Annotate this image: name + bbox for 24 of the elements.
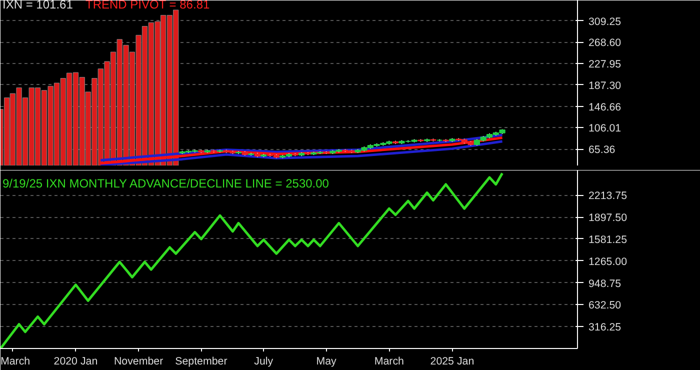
y-tick-label: 632.50 [588, 300, 622, 312]
x-tick-label: 2020 Jan [54, 356, 98, 368]
y-tick-label: 309.25 [588, 16, 622, 28]
x-tick-label: September [175, 356, 228, 368]
y-tick-label: 948.75 [588, 278, 622, 290]
y-tick-label: 1581.25 [588, 234, 628, 246]
annotation: 9/19/25 IXN MONTHLY ADVANCE/DECLINE LINE = 2530.00 [2, 176, 330, 190]
x-tick-label: March [374, 356, 404, 368]
line-series [0, 172, 504, 348]
y-tick-label: 146.66 [588, 101, 622, 114]
y-tick-label: 65.36 [588, 144, 616, 156]
x-tick-label: July [254, 356, 274, 368]
y-tick-label: 1265.00 [588, 256, 628, 268]
y-tick-label: 187.30 [588, 80, 622, 92]
x-tick-label: November [114, 356, 164, 368]
x-tick-label: March [0, 356, 30, 368]
y-tick-label: 227.95 [588, 58, 622, 71]
y-tick-label: 2213.75 [588, 190, 628, 202]
y-tick-label: 316.25 [588, 322, 622, 334]
y-tick-label: 268.60 [588, 37, 622, 50]
x-tick-label: 2025 Jan [430, 356, 474, 368]
x-tick-label: May [316, 356, 338, 368]
y-tick-label: 1897.50 [588, 212, 628, 224]
y-tick-label: 106.01 [588, 122, 622, 135]
